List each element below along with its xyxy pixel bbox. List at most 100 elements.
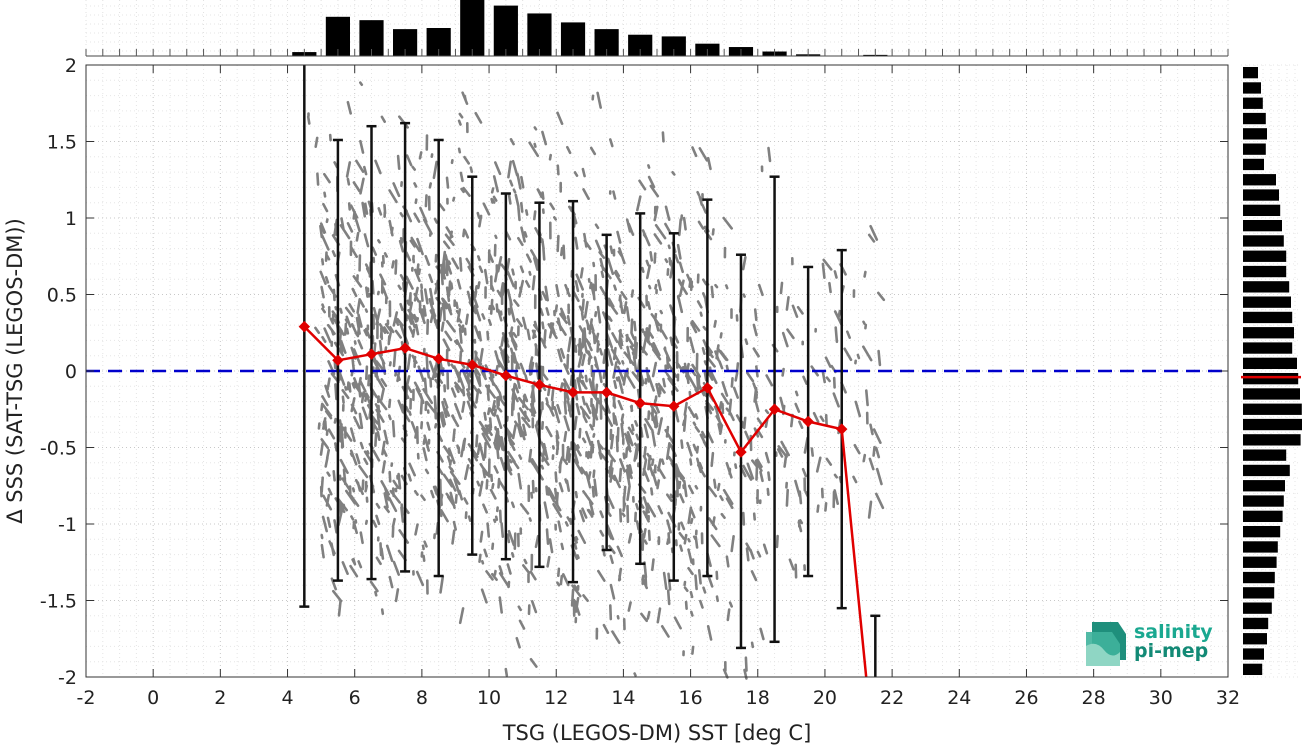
y-histogram-bar — [1243, 174, 1276, 186]
x-histogram-bar — [460, 0, 485, 56]
x-tick-label: 20 — [813, 687, 837, 709]
y-histogram-bar — [1243, 403, 1302, 415]
y-histogram-bar — [1243, 112, 1266, 125]
y-histogram-bar — [1243, 311, 1293, 324]
mean-marker — [802, 415, 814, 428]
mean-marker — [332, 354, 344, 366]
mean-marker — [500, 369, 512, 382]
y-histogram-bar — [1243, 510, 1283, 523]
logo-text-pi-mep: pi-mep — [1134, 640, 1208, 662]
y-histogram-bar — [1243, 617, 1269, 630]
x-histogram-bar — [661, 36, 686, 56]
x-tick-label: 18 — [746, 687, 770, 709]
y-histogram-bar — [1243, 434, 1301, 446]
x-tick-label: 26 — [1014, 687, 1038, 709]
y-histogram-bar — [1243, 265, 1287, 278]
y-histogram-bar — [1243, 388, 1300, 400]
y-tick-label: -0.5 — [40, 438, 77, 460]
y-histogram-bar — [1243, 633, 1267, 645]
y-tick-label: 1 — [65, 208, 77, 230]
x-axis-title: TSG (LEGOS-DM) SST [deg C] — [502, 721, 812, 745]
y-histogram-bar — [1243, 143, 1266, 155]
y-tick-label: -2 — [58, 667, 77, 689]
x-histogram-bars — [292, 0, 888, 57]
x-histogram-grid — [85, 0, 1229, 56]
mean-marker — [768, 403, 781, 415]
x-tick-label: 10 — [477, 687, 501, 709]
x-histogram-bar — [493, 5, 518, 57]
x-histogram-bar — [527, 13, 552, 57]
y-histogram-bar — [1243, 372, 1299, 385]
x-tick-label: 30 — [1149, 687, 1173, 709]
x-tick-label: 24 — [947, 687, 971, 709]
y-histogram-bar — [1243, 189, 1279, 201]
mean-marker — [600, 386, 613, 399]
mean-marker — [668, 400, 680, 412]
y-histogram-bar — [1243, 342, 1293, 354]
x-tick-label: 22 — [880, 687, 904, 709]
mean-marker — [567, 386, 579, 399]
logo-text-salinity: salinity — [1134, 621, 1213, 643]
y-tick-label: -1.5 — [40, 591, 77, 613]
scatter-points — [306, 81, 886, 680]
y-tick-label: 2 — [65, 55, 77, 77]
mean-marker — [399, 342, 411, 354]
y-histogram-bar — [1243, 464, 1290, 477]
x-tick-label: 12 — [544, 687, 568, 709]
y-tick-label: 0.5 — [47, 285, 77, 307]
y-histogram-panel — [1241, 64, 1302, 678]
y-histogram-bar — [1243, 82, 1261, 94]
x-histogram-ticks — [85, 49, 1229, 56]
y-histogram-bar — [1243, 296, 1291, 308]
binned-mean-markers — [298, 320, 848, 458]
y-histogram-bar — [1243, 525, 1281, 538]
y-histogram-bar — [1243, 571, 1275, 584]
x-tick-label: -2 — [77, 687, 96, 709]
y-histogram-bar — [1243, 357, 1297, 370]
y-histogram-grid — [1241, 64, 1301, 678]
mean-marker — [836, 423, 848, 435]
x-tick-label: 2 — [214, 687, 226, 709]
y-histogram-bar — [1243, 219, 1282, 232]
y-tick-label: 0 — [65, 361, 77, 383]
y-histogram-bars — [1243, 66, 1302, 676]
y-histogram-bar — [1243, 204, 1281, 217]
y-histogram-bar — [1243, 66, 1258, 79]
y-histogram-bar — [1243, 235, 1284, 247]
x-tick-label: 32 — [1216, 687, 1240, 709]
y-histogram-bar — [1243, 418, 1302, 431]
y-histogram-bar — [1243, 281, 1290, 293]
salinity-pi-mep-logo: salinity pi-mep — [1086, 621, 1213, 666]
y-histogram-bar — [1243, 648, 1264, 660]
y-histogram-bar — [1243, 495, 1284, 507]
x-tick-label: 14 — [611, 687, 635, 709]
mean-marker — [533, 379, 546, 391]
y-histogram-bar — [1243, 97, 1263, 109]
x-tick-labels: -2 0 2 4 6 8 10 12 14 16 18 20 22 24 26 28 30 32 — [77, 687, 1241, 709]
scatter-cloud — [306, 81, 886, 680]
x-tick-label: 4 — [281, 687, 293, 709]
main-plot: -2 0 2 4 6 8 10 12 14 16 18 20 22 24 26 28 30 32 21.510.5… — [40, 55, 1240, 709]
y-tick-label: -1 — [58, 514, 77, 536]
y-histogram-bar — [1243, 587, 1275, 599]
y-axis-title: Δ SSS (SAT-TSG (LEGOS-DM)) — [3, 218, 27, 524]
axis-ticks — [85, 64, 1229, 678]
mean-marker — [365, 348, 378, 360]
y-histogram-bar — [1243, 480, 1285, 492]
binned-mean-line — [303, 325, 868, 678]
y-histogram-bar — [1243, 541, 1278, 553]
mean-marker — [466, 359, 478, 371]
x-tick-label: 0 — [147, 687, 159, 709]
y-tick-label: 1.5 — [47, 132, 77, 154]
y-histogram-bar — [1243, 158, 1264, 171]
y-histogram-bar — [1243, 556, 1277, 568]
y-histogram-bar — [1243, 602, 1272, 614]
y-histogram-bar — [1243, 663, 1263, 676]
x-tick-label: 8 — [416, 687, 428, 709]
mean-marker — [634, 397, 646, 409]
x-tick-label: 6 — [349, 687, 361, 709]
mean-marker — [735, 446, 747, 458]
mean-marker — [432, 353, 445, 365]
mean-marker — [701, 382, 714, 394]
mean-marker — [298, 320, 311, 333]
